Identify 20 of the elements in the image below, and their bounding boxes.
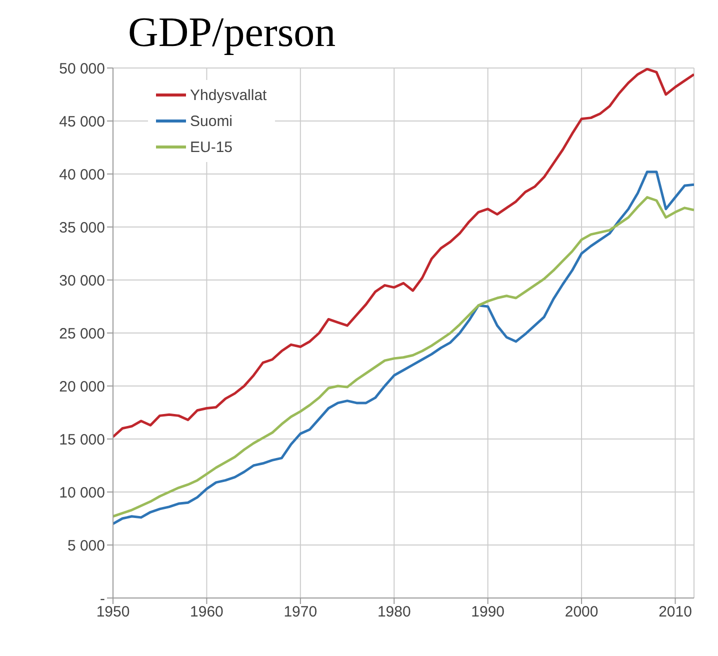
legend-label: Yhdysvallat bbox=[190, 86, 267, 104]
y-tick-label: 40 000 bbox=[59, 166, 105, 184]
x-tick-label: 1990 bbox=[471, 604, 505, 621]
y-tick-label: 20 000 bbox=[59, 378, 105, 396]
x-tick-label: 2000 bbox=[564, 604, 598, 621]
y-tick-label: 30 000 bbox=[59, 272, 105, 290]
chart-title: GDP/person bbox=[128, 9, 337, 58]
x-tick-label: 1960 bbox=[190, 604, 224, 621]
x-tick-label: 1980 bbox=[377, 604, 411, 621]
y-tick-label: 10 000 bbox=[59, 484, 105, 502]
legend-label: EU-15 bbox=[190, 138, 233, 156]
y-tick-label: 5 000 bbox=[67, 537, 105, 554]
x-tick-label: 1970 bbox=[284, 604, 318, 621]
y-tick-label: 35 000 bbox=[59, 219, 105, 236]
y-tick-label: 25 000 bbox=[59, 325, 105, 342]
y-tick-label: 45 000 bbox=[59, 113, 105, 130]
y-tick-label: 15 000 bbox=[59, 431, 105, 448]
y-tick-label: 50 000 bbox=[59, 60, 105, 78]
legend-label: Suomi bbox=[190, 112, 233, 130]
x-tick-label: 2010 bbox=[658, 604, 692, 621]
